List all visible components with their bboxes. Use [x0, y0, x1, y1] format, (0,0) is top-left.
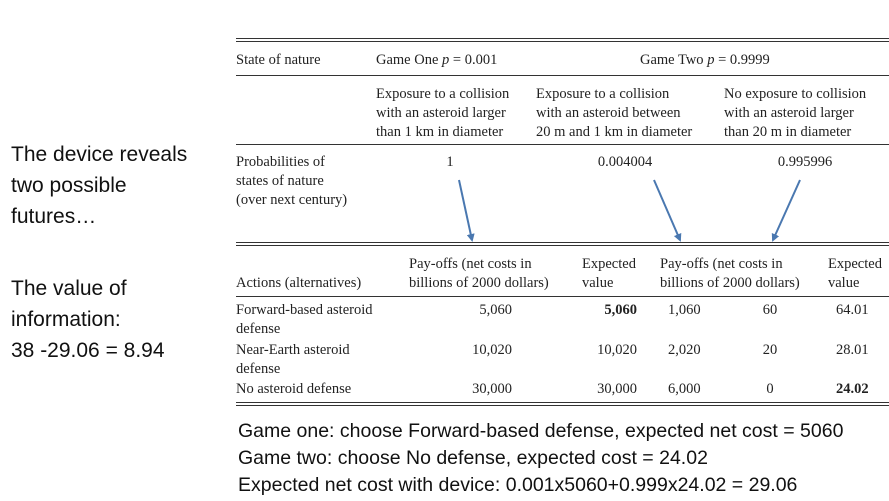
prob-label-line: (over next century) [236, 192, 348, 208]
state-line: No exposure to collision [724, 86, 867, 102]
state-3: No exposure to collision with an asteroi… [724, 85, 866, 142]
g2-payoff-state2: 6,000 [668, 381, 701, 397]
probability-3: 0.995996 [777, 154, 833, 170]
action-label: No asteroid defense [236, 380, 351, 399]
actions-header-rule [236, 296, 889, 297]
probability-1: 1 [446, 154, 454, 170]
summary-line-game-two: Game two: choose No defense, expected co… [238, 447, 708, 469]
table-top-rule [236, 38, 889, 39]
arrow-game-one [458, 179, 475, 242]
side-line: futures… [11, 205, 97, 228]
g2-expected-value: 28.01 [836, 342, 869, 358]
side-line: two possible [11, 174, 127, 197]
arrow-state-two [653, 179, 682, 242]
side-line: The device reveals [11, 143, 188, 166]
header-line: billions of 2000 dollars) [660, 275, 800, 291]
mid-rule [236, 242, 889, 243]
g1-payoff: 30,000 [472, 381, 512, 397]
prob-label-line: Probabilities of [236, 154, 326, 170]
header-line: Pay-offs (net costs in [409, 256, 532, 272]
side-line: 38 -29.06 = 8.94 [11, 339, 165, 362]
table-bottom-rule [236, 402, 889, 403]
table-top-rule-2 [236, 41, 889, 42]
state-line: with an asteroid larger [376, 105, 506, 121]
game-two-header: Game Two p = 0.9999 [640, 52, 770, 68]
table-bottom-rule-2 [236, 405, 889, 406]
g2-expected-value: 64.01 [836, 302, 869, 318]
g2-payoff-state3: 0 [766, 381, 774, 397]
action-line: defense [236, 321, 281, 337]
value-of-information-text: The value of information: 38 -29.06 = 8.… [11, 273, 165, 366]
prob-label-line: states of nature [236, 173, 324, 189]
state-line: with an asteroid larger [724, 105, 854, 121]
arrows-overlay [458, 179, 801, 242]
g1-expected-value: 30,000 [597, 381, 637, 397]
state-line: with an asteroid between [536, 105, 681, 121]
game-header-rule [236, 75, 889, 76]
side-line: The value of [11, 277, 127, 300]
payoffs-header-game-one: Pay-offs (net costs in billions of 2000 … [409, 255, 549, 293]
action-label: Forward-based asteroid defense [236, 301, 373, 339]
state-line: than 20 m in diameter [724, 124, 852, 140]
header-line: Pay-offs (net costs in [660, 256, 783, 272]
g1-expected-value: 10,020 [597, 342, 637, 358]
g2-expected-value: 24.02 [836, 381, 869, 397]
state-2: Exposure to a collision with an asteroid… [536, 85, 692, 142]
device-reveals-text: The device reveals two possible futures… [11, 139, 187, 232]
arrow-state-three [771, 179, 801, 242]
state-1: Exposure to a collision with an asteroid… [376, 85, 509, 142]
state-line: 20 m and 1 km in diameter [536, 124, 693, 140]
action-line: defense [236, 361, 281, 377]
g2-payoff-state3: 20 [762, 342, 778, 358]
expected-header-game-two: Expected value [828, 255, 882, 293]
g1-payoff: 5,060 [479, 302, 512, 318]
game-one-header: Game One p = 0.001 [376, 52, 498, 68]
side-line: information: [11, 308, 121, 331]
action-label: Near-Earth asteroid defense [236, 341, 350, 379]
payoffs-header-game-two: Pay-offs (net costs in billions of 2000 … [660, 255, 800, 293]
header-line: value [582, 275, 614, 291]
g2-payoff-state2: 2,020 [668, 342, 701, 358]
state-line: Exposure to a collision [376, 86, 510, 102]
g1-expected-value: 5,060 [604, 302, 637, 318]
expected-header-game-one: Expected value [582, 255, 636, 293]
header-line: billions of 2000 dollars) [409, 275, 549, 291]
header-line: Expected [582, 256, 636, 272]
g2-payoff-state2: 1,060 [668, 302, 701, 318]
actions-header: Actions (alternatives) [236, 275, 362, 291]
state-line: Exposure to a collision [536, 86, 670, 102]
probabilities-label: Probabilities of states of nature (over … [236, 153, 347, 210]
state-of-nature-label: State of nature [236, 52, 321, 68]
action-line: No asteroid defense [236, 381, 352, 397]
action-line: Forward-based asteroid [236, 302, 373, 318]
summary: Game one: choose Forward-based defense, … [238, 418, 843, 499]
states-rule [236, 144, 889, 145]
header-line: value [828, 275, 860, 291]
probability-2: 0.004004 [597, 154, 653, 170]
header-line: Expected [828, 256, 882, 272]
g1-payoff: 10,020 [472, 342, 512, 358]
g2-payoff-state3: 60 [762, 302, 778, 318]
summary-line-game-one: Game one: choose Forward-based defense, … [238, 420, 844, 442]
summary-line-expected-cost: Expected net cost with device: 0.001x506… [238, 474, 798, 496]
state-line: than 1 km in diameter [376, 124, 504, 140]
action-line: Near-Earth asteroid [236, 342, 350, 358]
mid-rule-2 [236, 245, 889, 246]
